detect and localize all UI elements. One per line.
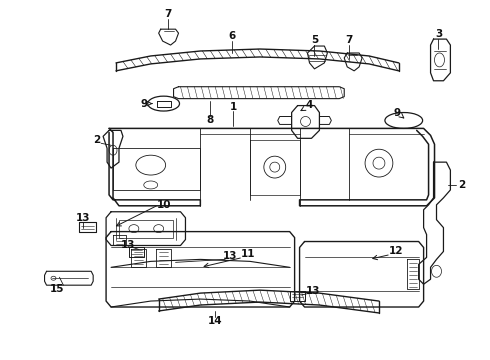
Text: 13: 13 [76, 213, 91, 223]
Text: 9: 9 [393, 108, 400, 117]
Text: 6: 6 [228, 31, 236, 41]
Text: 2: 2 [94, 135, 101, 145]
Text: 12: 12 [389, 247, 403, 256]
Text: 7: 7 [345, 35, 353, 45]
Text: 1: 1 [229, 102, 237, 112]
Text: 8: 8 [207, 116, 214, 126]
Bar [119, 220, 172, 238]
Text: 5: 5 [311, 35, 318, 45]
Text: 3: 3 [435, 29, 442, 39]
Text: 13: 13 [223, 251, 237, 261]
Text: 14: 14 [208, 316, 222, 326]
Text: 11: 11 [241, 249, 255, 260]
Text: 13: 13 [306, 286, 321, 296]
Text: 2: 2 [458, 180, 465, 190]
Text: 13: 13 [121, 240, 135, 251]
Text: 15: 15 [50, 284, 65, 294]
Text: 4: 4 [306, 100, 313, 109]
Text: 9: 9 [140, 99, 147, 109]
Text: 7: 7 [164, 9, 171, 19]
Text: 10: 10 [156, 200, 171, 210]
